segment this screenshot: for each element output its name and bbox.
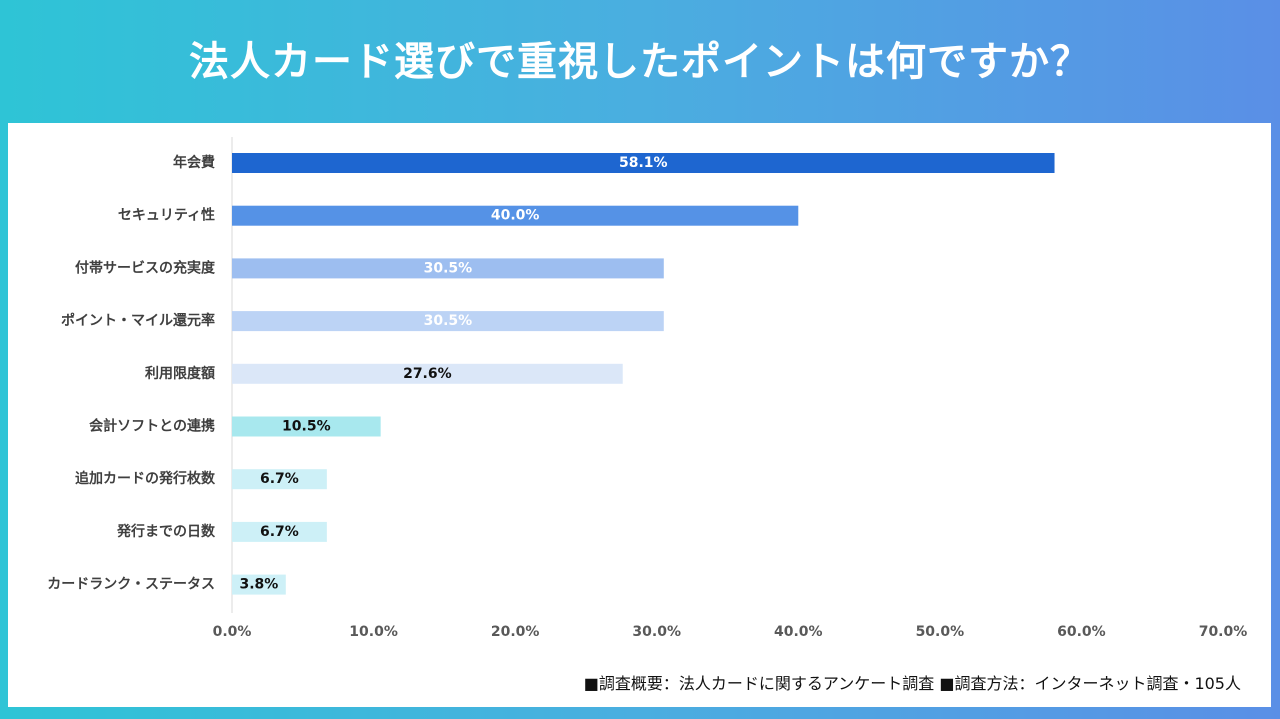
data-label: 6.7%: [260, 471, 299, 487]
x-tick-label: 30.0%: [632, 624, 681, 640]
x-tick-label: 20.0%: [491, 624, 540, 640]
category-label: カードランク・ステータス: [47, 577, 215, 593]
page-title: 法人カード選びで重視したポイントは何ですか？: [189, 39, 1091, 85]
bar: [232, 416, 381, 437]
bar-chart: 年会費セキュリティ性付帯サービスの充実度ポイント・マイル還元率利用限度額会計ソフ…: [47, 137, 1248, 640]
category-label: セキュリティ性: [118, 207, 215, 224]
bar: [232, 574, 286, 595]
data-label: 27.6%: [403, 366, 452, 382]
data-label: 10.5%: [282, 419, 331, 435]
survey-footnote: ■調査概要：法人カードに関するアンケート調査 ■調査方法：インターネット調査・1…: [583, 674, 1241, 693]
category-label: 会計ソフトとの連携: [89, 418, 215, 435]
category-label: 付帯サービスの充実度: [75, 259, 216, 276]
category-labels: 年会費セキュリティ性付帯サービスの充実度ポイント・マイル還元率利用限度額会計ソフ…: [47, 154, 216, 593]
x-tick-label: 10.0%: [349, 624, 398, 640]
category-label: 年会費: [173, 154, 215, 171]
category-label: 追加カードの発行枚数: [75, 470, 216, 487]
bar: [232, 205, 799, 226]
category-label: 利用限度額: [145, 365, 215, 382]
data-label: 58.1%: [619, 155, 668, 171]
data-label: 6.7%: [260, 524, 299, 540]
chart-panel: 年会費セキュリティ性付帯サービスの充実度ポイント・マイル還元率利用限度額会計ソフ…: [8, 123, 1271, 707]
x-tick-label: 0.0%: [213, 624, 252, 640]
x-axis-ticks: 0.0% 10.0% 20.0% 30.0% 40.0% 50.0% 60.0% 70.0%: [213, 624, 1248, 640]
x-tick-label: 70.0%: [1199, 624, 1248, 640]
x-tick-label: 40.0%: [774, 624, 823, 640]
bar: [232, 469, 327, 490]
data-label: 3.8%: [239, 577, 278, 593]
bars: [232, 153, 1055, 595]
bar: [232, 153, 1055, 173]
bar: [232, 521, 327, 542]
data-labels: 58.1% 40.0% 30.5% 30.5% 27.6% 10.5% 6.7% 6.7% 3.…: [239, 155, 667, 593]
bar: [232, 258, 664, 279]
bar: [232, 311, 664, 332]
data-label: 30.5%: [424, 260, 473, 276]
x-tick-label: 50.0%: [916, 624, 965, 640]
bar: [232, 363, 623, 384]
x-tick-label: 60.0%: [1057, 624, 1106, 640]
category-label: 発行までの日数: [116, 523, 216, 540]
category-label: ポイント・マイル還元率: [61, 312, 215, 329]
data-label: 30.5%: [424, 313, 473, 329]
data-label: 40.0%: [491, 208, 540, 224]
